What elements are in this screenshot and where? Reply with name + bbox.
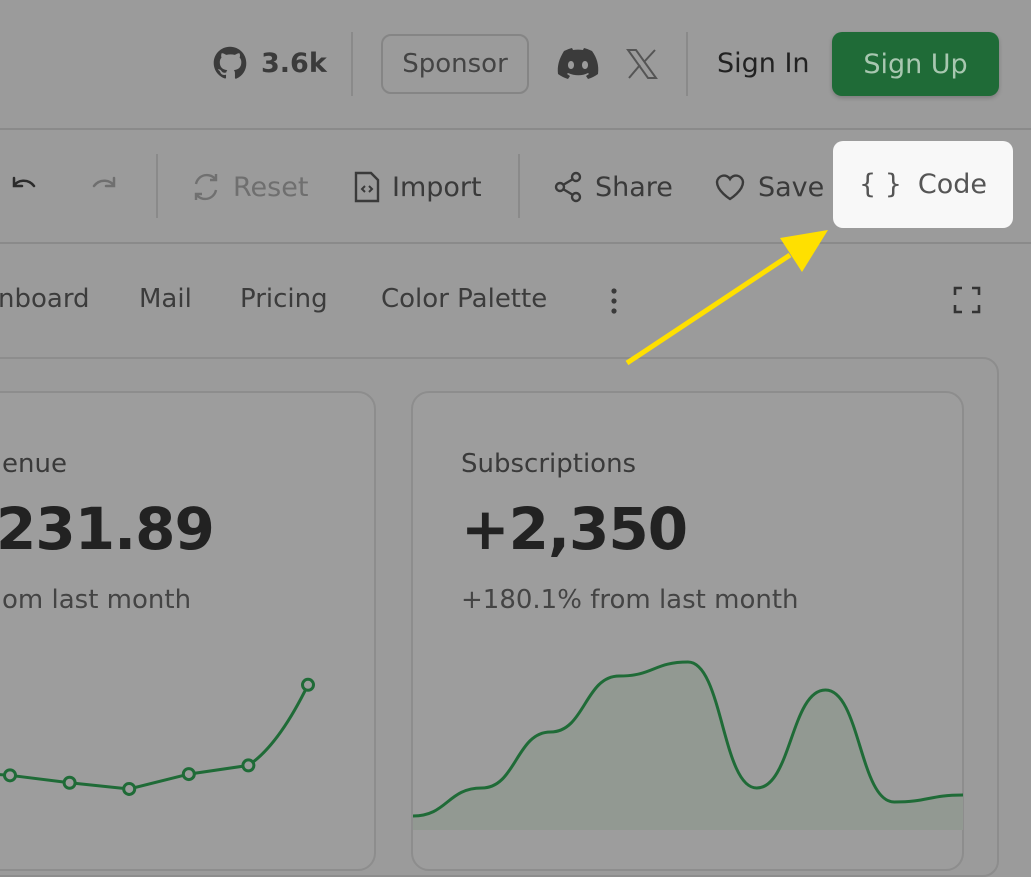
share-button[interactable]: Share [553, 166, 673, 208]
undo-icon[interactable] [10, 174, 40, 200]
card-change: +180.1% from last month [461, 585, 799, 615]
reset-label: Reset [233, 171, 309, 203]
sign-in-link[interactable]: Sign In [717, 48, 810, 79]
refresh-icon [194, 173, 218, 201]
charts-layer [0, 660, 964, 830]
card-value: +2,350 [461, 495, 688, 563]
revenue-point [241, 758, 256, 773]
header-divider [0, 128, 1031, 130]
code-button[interactable]: { } Code [833, 141, 1013, 228]
sponsor-button[interactable]: Sponsor [381, 34, 529, 94]
more-vertical-icon[interactable] [608, 287, 620, 315]
divider [156, 154, 158, 218]
revenue-point [3, 768, 17, 783]
save-button[interactable]: Save [714, 166, 824, 208]
tab-dashboard[interactable]: nboard [0, 284, 90, 314]
subscriptions-line [412, 660, 964, 818]
x-icon[interactable] [626, 48, 658, 80]
import-label: Import [392, 171, 482, 203]
subscriptions-area [413, 662, 963, 830]
card-value: 231.89 [0, 495, 215, 563]
share-icon [554, 171, 582, 203]
divider [351, 32, 353, 96]
tab-pricing[interactable]: Pricing [240, 284, 328, 314]
github-icon [213, 46, 247, 79]
sign-up-button[interactable]: Sign Up [832, 32, 999, 96]
revenue-point [122, 781, 137, 796]
tab-color-palette[interactable]: Color Palette [381, 284, 548, 314]
card-label: enue [2, 449, 67, 479]
braces-icon: { } [858, 169, 902, 200]
redo-icon[interactable] [88, 174, 118, 200]
revenue-line [0, 684, 310, 791]
discord-icon[interactable] [557, 48, 599, 80]
reset-button[interactable]: Reset [191, 166, 308, 208]
revenue-card: enue 231.89 om last month [0, 391, 376, 871]
code-label: Code [917, 169, 988, 200]
heart-icon [715, 174, 745, 201]
card-label: Subscriptions [461, 449, 637, 479]
divider [518, 154, 520, 218]
fullscreen-icon[interactable] [953, 286, 981, 314]
revenue-point [62, 775, 77, 790]
tab-mail[interactable]: Mail [139, 284, 192, 314]
revenue-point [301, 677, 315, 692]
toolbar-divider [0, 242, 1031, 244]
github-link[interactable]: 3.6k [213, 46, 327, 80]
card-change: om last month [2, 585, 192, 615]
file-code-icon [354, 171, 380, 203]
revenue-point [181, 767, 196, 782]
import-button[interactable]: Import [354, 166, 482, 208]
github-stars: 3.6k [261, 47, 327, 79]
divider [686, 32, 688, 96]
share-label: Share [595, 171, 673, 203]
save-label: Save [758, 171, 825, 203]
